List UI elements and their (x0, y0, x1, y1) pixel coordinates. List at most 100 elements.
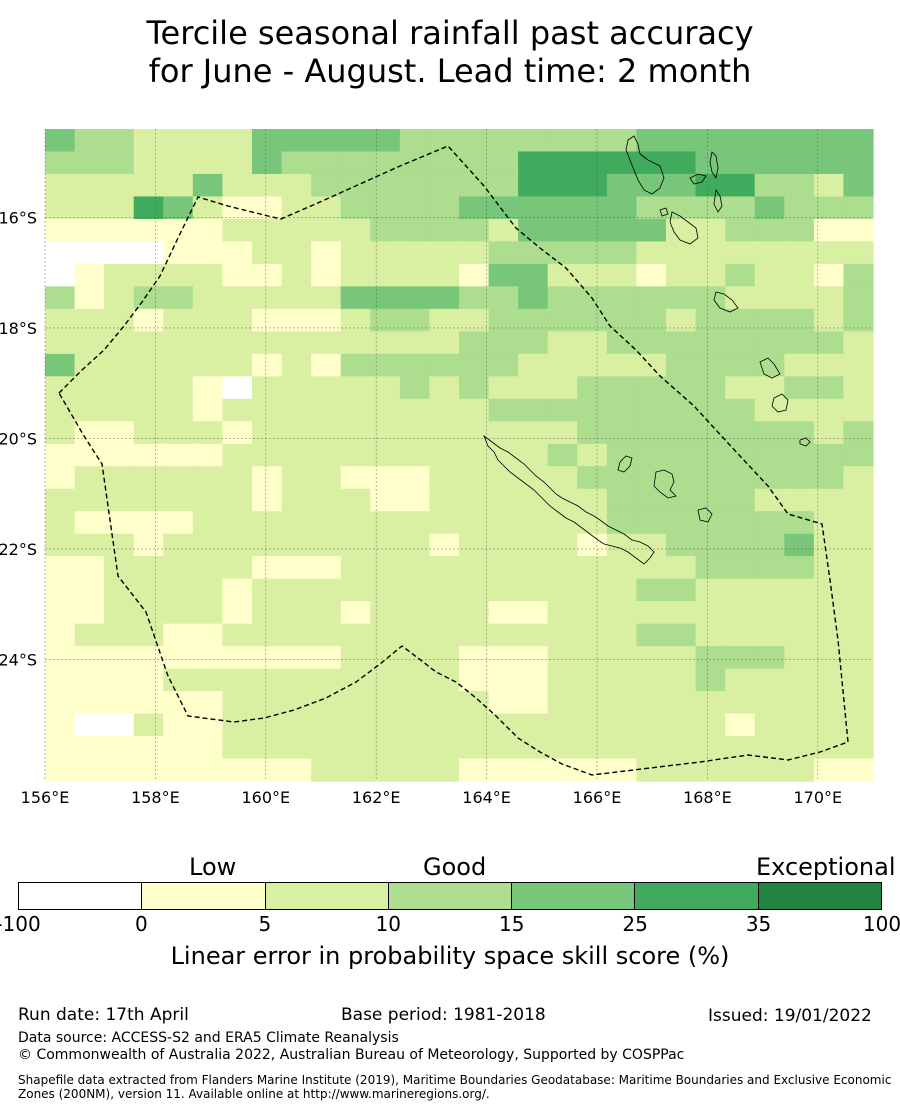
longitude-label: 168°E (683, 788, 732, 807)
grid-cell (222, 353, 253, 377)
grid-cell (636, 646, 667, 670)
grid-cell (252, 331, 283, 355)
grid-cell (725, 713, 756, 737)
grid-cell (311, 466, 342, 490)
grid-cell (518, 331, 549, 355)
longitude-label: 156°E (21, 788, 70, 807)
grid-cell (843, 286, 874, 310)
grid-cell (222, 331, 253, 355)
grid-cell (488, 241, 519, 265)
grid-cell (843, 421, 874, 445)
grid-cell (754, 646, 785, 670)
grid-cell (636, 578, 667, 602)
grid-cell (311, 668, 342, 692)
grid-cell (340, 488, 371, 512)
grid-cell (547, 691, 578, 715)
grid-cell (222, 421, 253, 445)
grid-cell (281, 668, 312, 692)
grid-cell (311, 331, 342, 355)
grid-cell (459, 421, 490, 445)
grid-cell (843, 443, 874, 467)
grid-cell (399, 286, 431, 310)
grid-cell (636, 376, 667, 400)
grid-cell (340, 263, 371, 287)
grid-cell (252, 691, 283, 715)
issued-date: Issued: 19/01/2022 (708, 1006, 872, 1026)
grid-cell (813, 691, 845, 715)
grid-cell (281, 533, 312, 557)
grid-cell (340, 736, 371, 760)
grid-cell (222, 466, 253, 490)
grid-cell (813, 308, 845, 332)
grid-cell (163, 218, 194, 243)
grid-cell (725, 218, 756, 243)
grid-cell (488, 713, 519, 737)
grid-cell (784, 623, 815, 647)
grid-cell (488, 511, 519, 535)
grid-cell (163, 353, 194, 377)
grid-cell (636, 758, 667, 782)
grid-cell (518, 173, 549, 198)
grid-cell (192, 511, 224, 535)
grid-cell (311, 578, 342, 602)
grid-cell (252, 623, 283, 647)
grid-cell (281, 263, 312, 287)
grid-cell (133, 263, 164, 287)
grid-cell (754, 218, 785, 243)
grid-cell (429, 286, 460, 310)
grid-cell (399, 421, 431, 445)
grid-cell (311, 443, 342, 467)
grid-cell (636, 308, 667, 332)
grid-cell (518, 713, 549, 737)
grid-cell (606, 466, 638, 490)
grid-cell (74, 488, 105, 512)
grid-cell (459, 488, 490, 512)
grid-cell (725, 331, 756, 355)
grid-cell (222, 736, 253, 760)
grid-cell (45, 736, 76, 760)
grid-cell (695, 691, 726, 715)
grid-cell (429, 713, 460, 737)
grid-cell (370, 173, 401, 198)
grid-cell (754, 511, 785, 535)
grid-cell (399, 488, 431, 512)
grid-cell (606, 556, 638, 580)
grid-cell (843, 623, 874, 647)
grid-cell (459, 151, 490, 175)
grid-cell (784, 308, 815, 332)
grid-cell (370, 286, 401, 310)
grid-cell (754, 263, 785, 287)
grid-cell (606, 421, 638, 445)
grid-cell (488, 308, 519, 332)
grid-cell (74, 218, 105, 243)
grid-cell (192, 646, 224, 670)
grid-cell (784, 713, 815, 737)
grid-cell (340, 466, 371, 490)
loyalty-islands (617, 455, 713, 523)
grid-cell (784, 758, 815, 782)
grid-cell (695, 331, 726, 355)
grid-cell (45, 421, 76, 445)
grid-cell (370, 511, 401, 535)
grid-cell (666, 398, 697, 422)
grid-cell (666, 263, 697, 287)
grid-cell (488, 173, 519, 198)
grid-cell (488, 286, 519, 310)
grid-cell (45, 488, 76, 512)
grid-cell (784, 376, 815, 400)
grid-cell (281, 691, 312, 715)
grid-cell (606, 398, 638, 422)
grid-cell (784, 353, 815, 377)
graticule (44, 129, 873, 781)
grid-cell (311, 421, 342, 445)
grid-cell (695, 578, 726, 602)
grid-cell (518, 376, 549, 400)
grid-cell (74, 286, 105, 310)
grid-cell (843, 736, 874, 760)
grid-cell (606, 713, 638, 737)
grid-cell (133, 129, 164, 153)
grid-cell (843, 511, 874, 535)
grid-cell (399, 691, 431, 715)
grid-cell (45, 668, 76, 692)
grid-cell (843, 758, 874, 782)
